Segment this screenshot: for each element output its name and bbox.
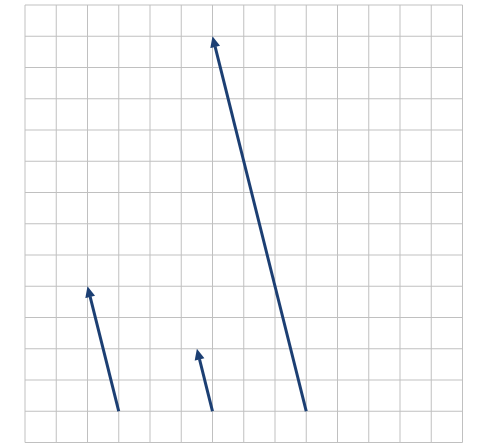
vector-arrows: [85, 36, 308, 412]
vector-shaft: [88, 296, 121, 412]
vector-shaft: [198, 359, 214, 412]
arrowhead: [194, 348, 205, 361]
arrowhead: [210, 36, 221, 49]
vector-arrow-3: [210, 36, 308, 412]
vector-arrow-1: [85, 286, 121, 412]
vector-arrow-2: [194, 348, 214, 412]
vector-shaft: [213, 46, 308, 412]
grid-lines: [24, 4, 463, 443]
arrowhead: [85, 286, 96, 299]
